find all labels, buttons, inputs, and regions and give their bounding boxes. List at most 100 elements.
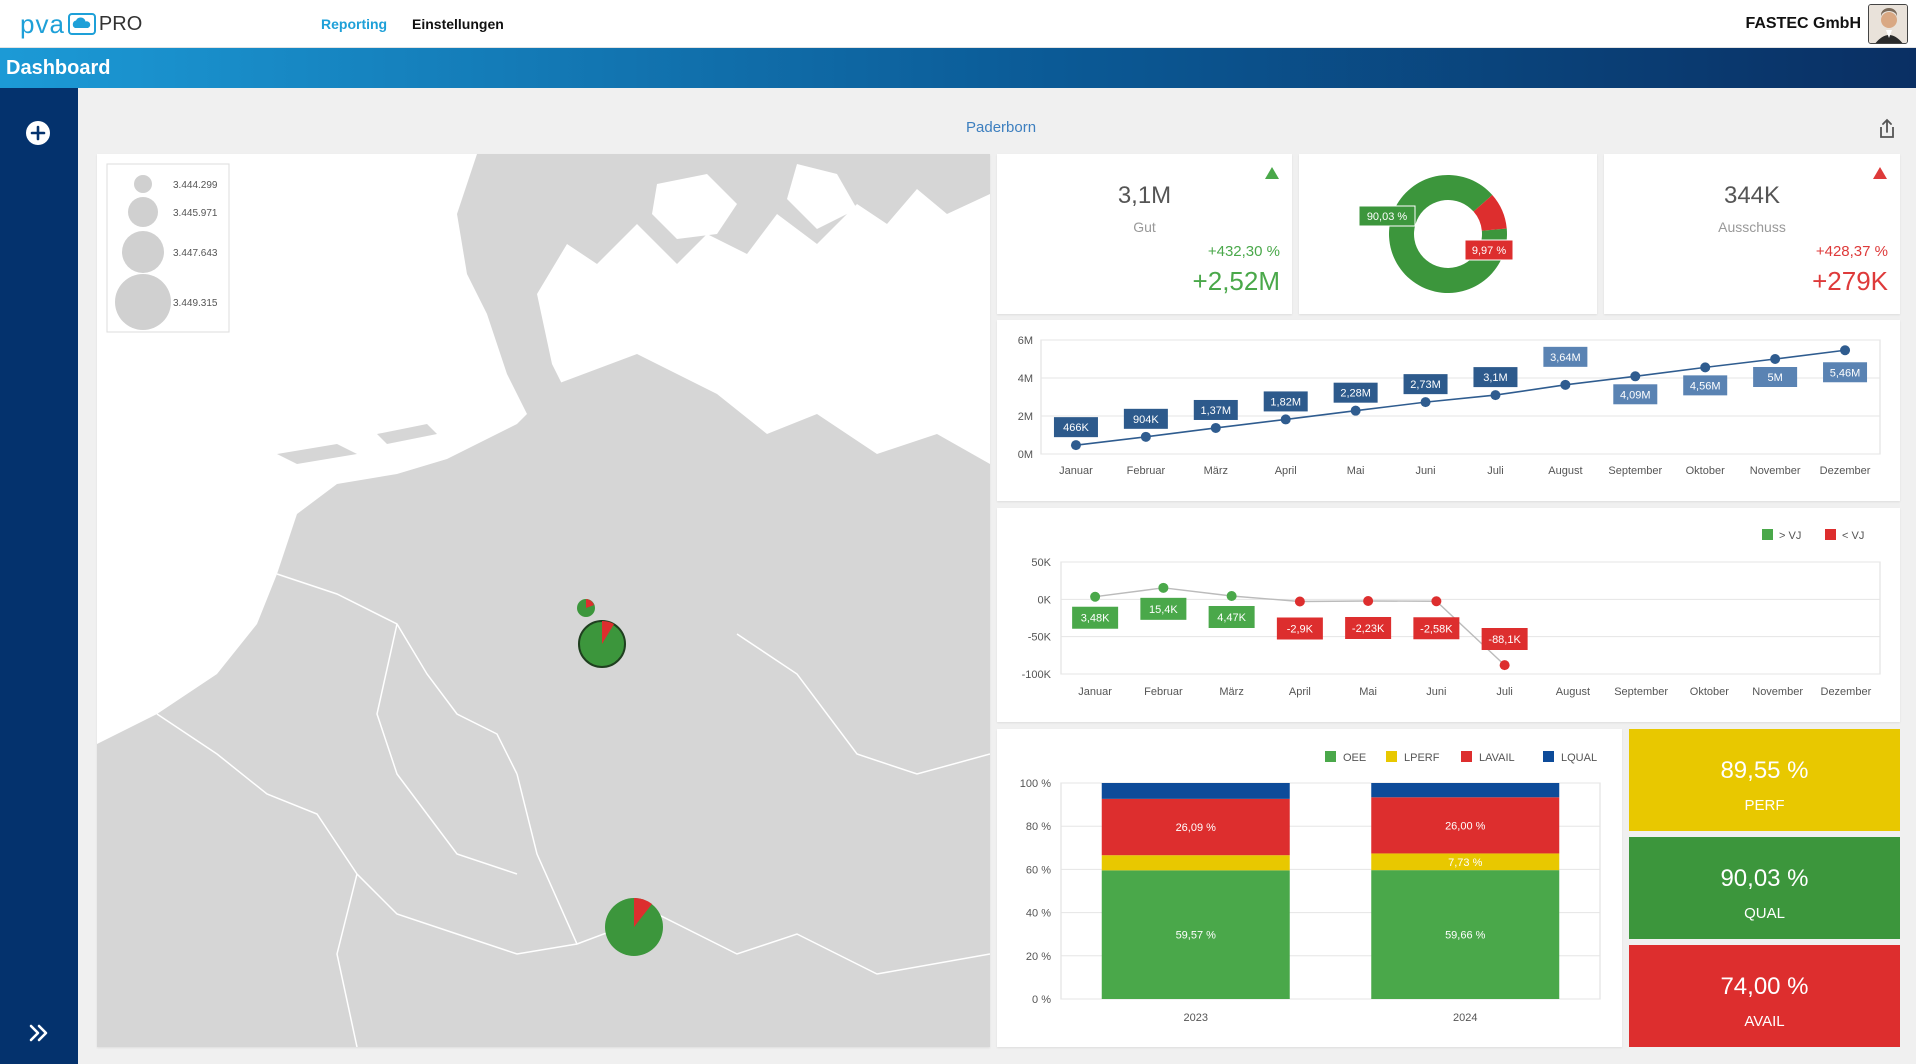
data-point[interactable] <box>1700 362 1711 373</box>
kpi-card-ausschuss[interactable]: 344K Ausschuss +428,37 % +279K <box>1604 154 1900 314</box>
qual-label: QUAL <box>1744 905 1785 922</box>
qual-tile[interactable]: 90,03 % QUAL <box>1629 837 1900 939</box>
x-tick-label: September <box>1608 465 1662 477</box>
data-label: 904K <box>1133 414 1159 426</box>
vj-comparison-chart[interactable]: > VJ < VJ 50K 0K -50K -100K 3,48K 15,4K 4,47K -2,… <box>997 508 1900 722</box>
add-widget-button[interactable] <box>26 121 50 145</box>
app-logo[interactable]: pva PRO <box>20 8 142 40</box>
legend-label: OEE <box>1343 752 1366 764</box>
avail-value: 74,00 % <box>1720 973 1809 1000</box>
qual-value: 90,03 % <box>1720 865 1809 892</box>
avail-tile[interactable]: 74,00 % AVAIL <box>1629 945 1900 1047</box>
data-point[interactable] <box>1140 431 1151 442</box>
x-tick-label: Mai <box>1359 686 1377 698</box>
bar-segment[interactable] <box>1101 870 1290 999</box>
bar-label: 26,00 % <box>1445 820 1486 832</box>
data-label-box <box>1481 628 1528 650</box>
perf-value: 89,55 % <box>1720 757 1809 784</box>
data-point[interactable] <box>1280 414 1291 425</box>
vj-comparison-chart-card[interactable]: > VJ < VJ 50K 0K -50K -100K 3,48K 15,4K 4,47K -2,… <box>997 508 1900 722</box>
bar-segment[interactable] <box>1371 870 1560 999</box>
kpi-gut-delta: +2,52M <box>1192 266 1280 296</box>
data-point[interactable] <box>1294 596 1305 607</box>
map-widget[interactable]: 3.444.299 3.445.971 3.447.643 3.449.315 <box>97 154 990 1047</box>
bar-segment[interactable] <box>1371 783 1560 798</box>
x-tick-label: Juni <box>1415 465 1435 477</box>
data-label-box <box>1753 367 1798 387</box>
map-pie-marker[interactable] <box>578 620 626 668</box>
legend-label: LPERF <box>1404 752 1440 764</box>
data-point[interactable] <box>1840 345 1851 356</box>
x-tick-label: Dezember <box>1821 686 1872 698</box>
share-icon <box>1880 118 1894 138</box>
data-label: 466K <box>1063 422 1089 434</box>
data-point[interactable] <box>1499 660 1510 671</box>
data-label-box <box>1263 391 1308 412</box>
data-point[interactable] <box>1090 591 1101 602</box>
data-point[interactable] <box>1560 379 1571 390</box>
data-label-box <box>1683 375 1728 396</box>
donut-slice-good[interactable] <box>1389 175 1507 293</box>
data-point[interactable] <box>1070 440 1081 451</box>
map-pie-marker[interactable] <box>577 599 595 617</box>
donut-label-box-good <box>1358 205 1416 227</box>
oee-stacked-bar-chart[interactable]: OEE LPERF LAVAIL LQUAL 100 % 80 % 60 % 40 % 20 %… <box>997 729 1622 1047</box>
y-tick-label: 20 % <box>1026 951 1051 963</box>
data-point[interactable] <box>1630 371 1641 382</box>
bar-segment[interactable] <box>1371 797 1560 854</box>
y-tick-label: 80 % <box>1026 821 1051 833</box>
user-avatar[interactable] <box>1868 4 1908 44</box>
bar-segment[interactable] <box>1371 853 1560 871</box>
data-label-box <box>1053 417 1098 438</box>
donut-chart[interactable]: 90,03 % 9,97 % <box>1299 154 1597 314</box>
y-tick-label: 0K <box>1038 594 1052 606</box>
data-point[interactable] <box>1420 397 1431 408</box>
y-tick-label: -100K <box>1022 669 1052 681</box>
share-button[interactable] <box>1877 118 1897 140</box>
y-tick-label: 6M <box>1018 335 1033 347</box>
data-point[interactable] <box>1210 422 1221 433</box>
legend-label: 3.444.299 <box>173 180 218 191</box>
x-tick-label: Juli <box>1496 686 1513 698</box>
x-tick-label: November <box>1750 465 1801 477</box>
data-label-box <box>1123 408 1168 429</box>
donut-slice-bad[interactable] <box>1473 195 1507 231</box>
nav-reporting[interactable]: Reporting <box>321 16 388 32</box>
map-pie-marker[interactable] <box>605 897 663 956</box>
cloud-icon <box>67 13 96 35</box>
legend-swatch <box>1325 751 1336 762</box>
bar-segment[interactable] <box>1101 783 1290 799</box>
x-tick-label: Januar <box>1059 465 1093 477</box>
bar-segment[interactable] <box>1101 798 1290 856</box>
x-tick-label: Februar <box>1127 465 1166 477</box>
data-point[interactable] <box>1363 595 1374 606</box>
data-point[interactable] <box>1350 405 1361 416</box>
donut-card[interactable]: 90,03 % 9,97 % <box>1299 154 1597 314</box>
map-canvas[interactable]: 3.444.299 3.445.971 3.447.643 3.449.315 <box>97 154 990 1047</box>
y-tick-label: -50K <box>1028 632 1052 644</box>
data-label: 4,56M <box>1690 380 1721 392</box>
oee-stacked-bar-card[interactable]: OEE LPERF LAVAIL LQUAL 100 % 80 % 60 % 40 % 20 %… <box>997 729 1622 1047</box>
data-point[interactable] <box>1490 390 1501 401</box>
kpi-card-gut[interactable]: 3,1M Gut +432,30 % +2,52M <box>997 154 1292 314</box>
data-label: 4,47K <box>1217 612 1246 624</box>
data-label: 3,64M <box>1550 352 1581 364</box>
data-point[interactable] <box>1770 354 1781 364</box>
expand-sidebar-button[interactable] <box>24 1018 54 1048</box>
bar-label: 59,66 % <box>1445 930 1486 942</box>
cumulative-line-chart-card[interactable]: 6M 4M 2M 0M 466K Januar 904K Februar 1,37M März 1,… <box>997 320 1900 501</box>
data-label-box <box>1072 606 1119 629</box>
cumulative-line-chart[interactable]: 6M 4M 2M 0M 466K Januar 904K Februar 1,37M März 1,… <box>997 320 1900 501</box>
data-label-box <box>1333 382 1378 403</box>
nav-einstellungen[interactable]: Einstellungen <box>412 16 504 32</box>
data-point[interactable] <box>1431 596 1442 607</box>
y-tick-label: 4M <box>1018 373 1033 385</box>
perf-tile[interactable]: 89,55 % PERF <box>1629 729 1900 831</box>
data-point[interactable] <box>1226 590 1237 601</box>
company-name: FASTEC GmbH <box>1745 15 1861 32</box>
bar-segment[interactable] <box>1101 855 1290 871</box>
y-tick-label: 40 % <box>1026 908 1051 920</box>
legend-label: LQUAL <box>1561 752 1597 764</box>
data-point[interactable] <box>1158 582 1169 593</box>
data-label: 15,4K <box>1149 604 1178 616</box>
